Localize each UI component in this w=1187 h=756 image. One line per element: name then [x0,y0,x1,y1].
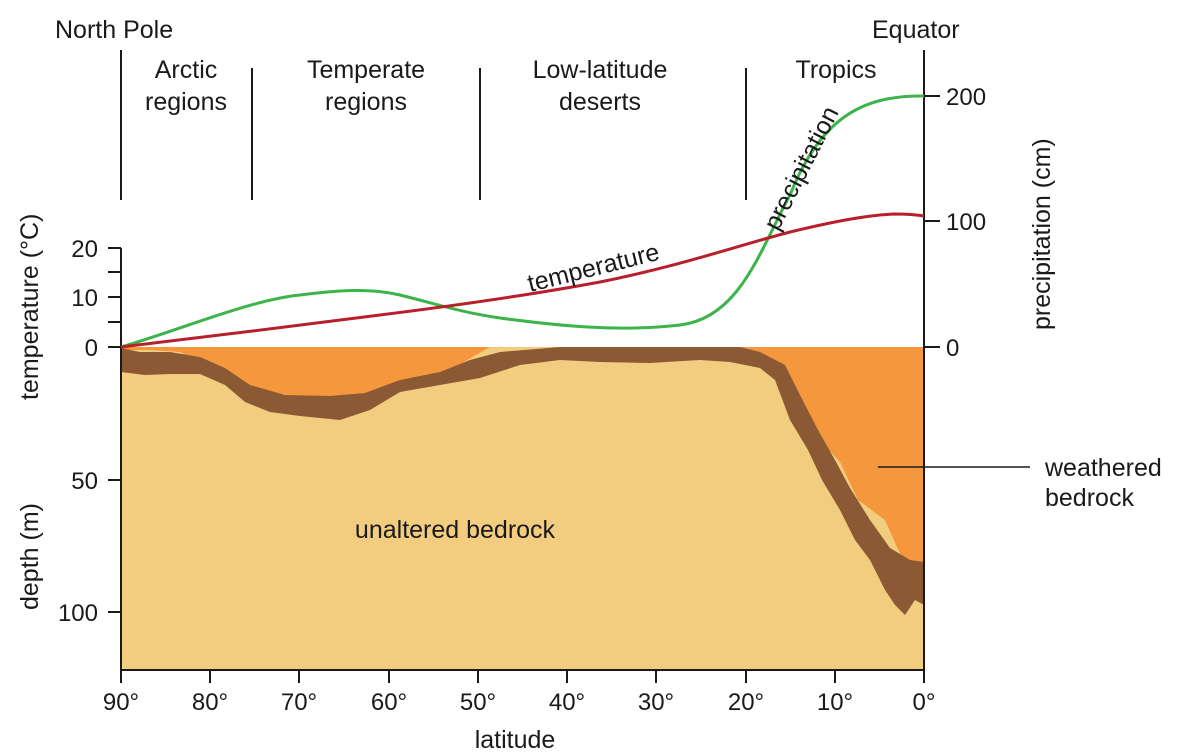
precip-tick-0: 0 [946,335,959,362]
transition-zone [121,347,924,615]
zone-deserts-line2: deserts [559,88,641,116]
equator-label: Equator [872,16,960,44]
x-tick-20: 20° [728,689,764,716]
precipitation-curve-label: precipitation [758,102,844,235]
unaltered-bedrock-label: unaltered bedrock [355,516,556,544]
zone-temperate-line2: regions [325,88,407,116]
x-axis-label: latitude [475,726,556,754]
zone-arctic-line1: Arctic [155,56,218,84]
x-tick-10: 10° [817,689,853,716]
temp-tick-10: 10 [71,285,98,312]
zone-arctic-line2: regions [145,88,227,116]
x-tick-50: 50° [460,689,496,716]
x-tick-90: 90° [103,689,139,716]
temp-tick-20: 20 [71,236,98,263]
precip-tick-100: 100 [946,209,986,236]
temperature-curve-label: temperature [525,238,663,298]
depth-axis-label: depth (m) [16,503,44,610]
precip-tick-200: 200 [946,84,986,111]
zone-tropics-line1: Tropics [795,56,876,84]
temperature-axis-label: temperature (°C) [16,214,44,400]
precipitation-curve [120,94,925,349]
temp-tick-0: 0 [85,335,98,362]
x-tick-80: 80° [192,689,228,716]
x-tick-30: 30° [638,689,674,716]
x-tick-40: 40° [549,689,585,716]
zone-temperate-line1: Temperate [307,56,425,84]
temperature-curve [120,212,925,349]
zone-dividers [120,50,747,200]
north-pole-label: North Pole [55,16,173,44]
x-tick-0: 0° [913,689,936,716]
depth-tick-50: 50 [71,468,98,495]
zone-deserts-line1: Low-latitude [533,56,668,84]
x-tick-60: 60° [371,689,407,716]
axes [108,50,940,683]
weathered-bedrock-label-line2: bedrock [1045,484,1134,512]
x-tick-70: 70° [281,689,317,716]
weathered-bedrock-area [121,347,924,565]
weathered-bedrock-label-line1: weathered [1044,454,1162,482]
depth-tick-100: 100 [58,600,98,627]
precipitation-axis-label: precipitation (cm) [1028,138,1056,330]
